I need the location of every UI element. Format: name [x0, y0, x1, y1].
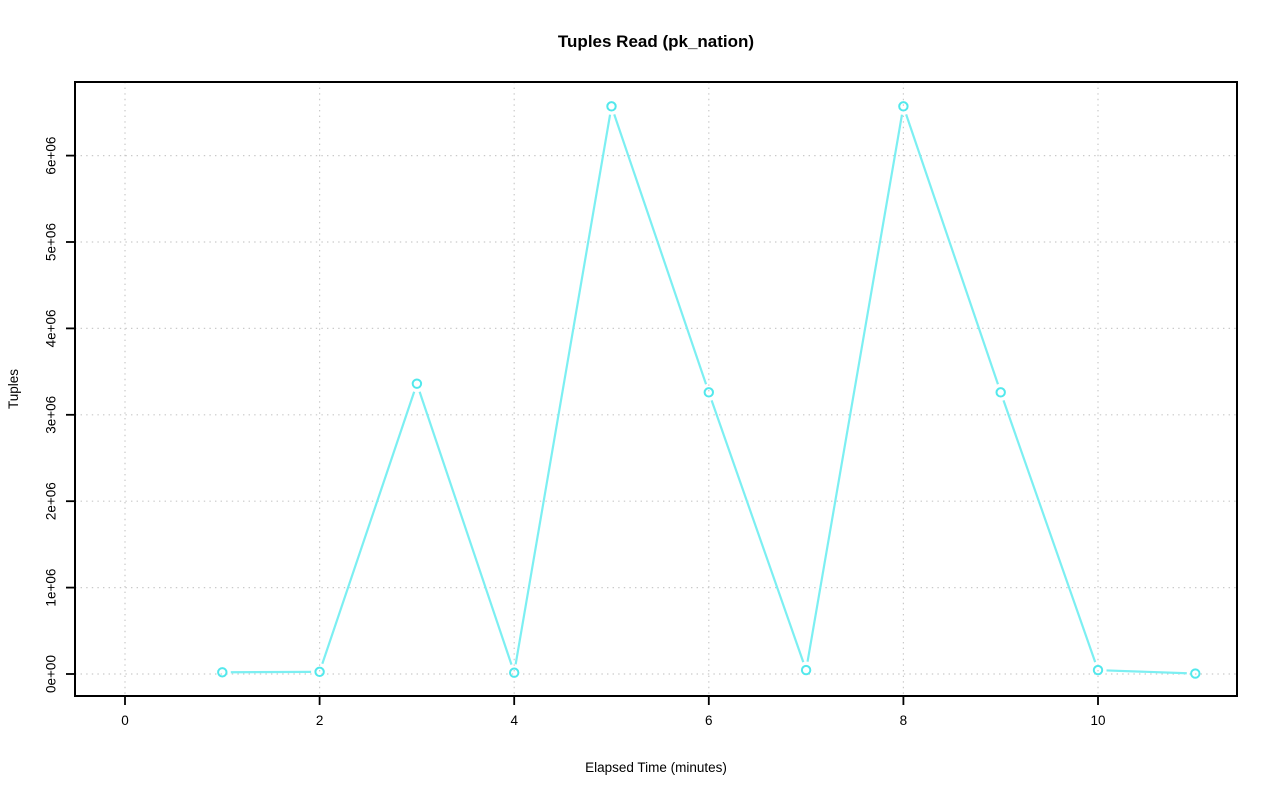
x-axis-label: Elapsed Time (minutes)	[585, 760, 727, 775]
series-line-segment	[1106, 669, 1187, 675]
y-tick-label: 3e+06	[44, 396, 59, 434]
data-point-marker	[995, 387, 1006, 398]
x-tick-label: 6	[705, 713, 713, 728]
y-tick-label: 2e+06	[44, 482, 59, 520]
series-line-segment	[710, 399, 805, 663]
y-tick-label: 6e+06	[44, 137, 59, 175]
y-tick-label: 4e+06	[44, 309, 59, 347]
data-point-marker	[703, 387, 714, 398]
series-line-segment	[418, 391, 513, 665]
x-tick-label: 10	[1090, 713, 1105, 728]
series-line-segment	[1002, 399, 1097, 663]
series-line-segment	[905, 114, 1000, 385]
x-tick-label: 4	[510, 713, 518, 728]
x-tick-label: 2	[316, 713, 324, 728]
plot-box	[74, 81, 1238, 697]
y-tick-label: 1e+06	[44, 569, 59, 607]
data-point-marker	[1190, 668, 1201, 679]
data-point-marker	[898, 101, 909, 112]
x-tick-label: 0	[121, 713, 129, 728]
y-axis-label: Tuples	[6, 369, 21, 409]
data-point-marker	[1092, 664, 1104, 676]
x-tick-label: 8	[900, 713, 908, 728]
data-point-marker	[509, 667, 520, 678]
data-point-marker	[800, 664, 812, 676]
series-line-segment	[321, 391, 416, 665]
data-point-marker	[314, 666, 325, 678]
series-line-segment	[806, 114, 904, 662]
data-point-marker	[411, 378, 423, 389]
data-point-marker	[217, 667, 228, 678]
data-point-marker	[606, 101, 617, 112]
series-line-segment	[514, 114, 612, 665]
series-line-segment	[613, 114, 708, 385]
chart-title: Tuples Read (pk_nation)	[558, 32, 754, 51]
y-tick-label: 5e+06	[44, 223, 59, 261]
y-tick-label: 0e+00	[44, 655, 59, 693]
plot-area: 0 2 4 6 8 10 0e+00 1e+06 2e+06 3e+06 4e+06 5e+06 6e+…	[44, 81, 1238, 728]
